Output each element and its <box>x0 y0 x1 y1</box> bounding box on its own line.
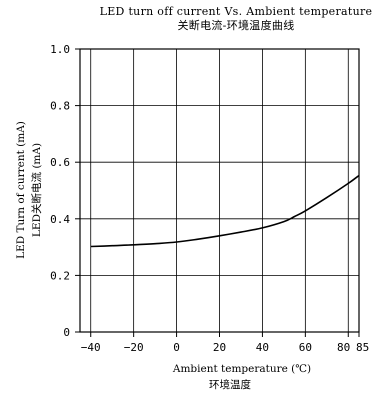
x-tick-label: −20 <box>124 341 144 354</box>
y-tick-label: 1.0 <box>50 43 70 56</box>
y-axis-ticks: 0 0.2 0.4 0.6 0.8 1.0 <box>50 43 80 339</box>
y-tick-label: 0.8 <box>50 100 70 113</box>
y-tick-label: 0.4 <box>50 213 70 226</box>
x-axis-ticks: −40 −20 0 20 40 60 80 85 <box>81 332 369 354</box>
y-axis-title: LED Turn of current (mA) <box>15 121 27 259</box>
x-axis-title: Ambient temperature (℃) <box>172 363 311 375</box>
x-tick-label: −40 <box>81 341 101 354</box>
series-layer <box>90 174 360 248</box>
x-tick-label: 60 <box>299 341 312 354</box>
x-tick-label: 20 <box>213 341 226 354</box>
y-tick-label: 0.2 <box>50 269 70 282</box>
y-tick-label: 0.6 <box>50 156 70 169</box>
y-axis-title-cn: LED关断电流 (mA) <box>30 143 43 237</box>
chart-title: LED turn off current Vs. Ambient tempera… <box>100 5 373 18</box>
x-axis-title-cn: 环境温度 <box>209 378 251 391</box>
y-tick-label: 0 <box>63 326 70 339</box>
grid-lines <box>80 49 359 332</box>
x-tick-label: 40 <box>256 341 269 354</box>
x-tick-label: 85 <box>356 341 369 354</box>
x-tick-label: 80 <box>337 341 350 354</box>
chart-subtitle: 关断电流-环境温度曲线 <box>177 18 294 32</box>
x-tick-label: 0 <box>173 341 180 354</box>
series-line <box>90 174 360 248</box>
